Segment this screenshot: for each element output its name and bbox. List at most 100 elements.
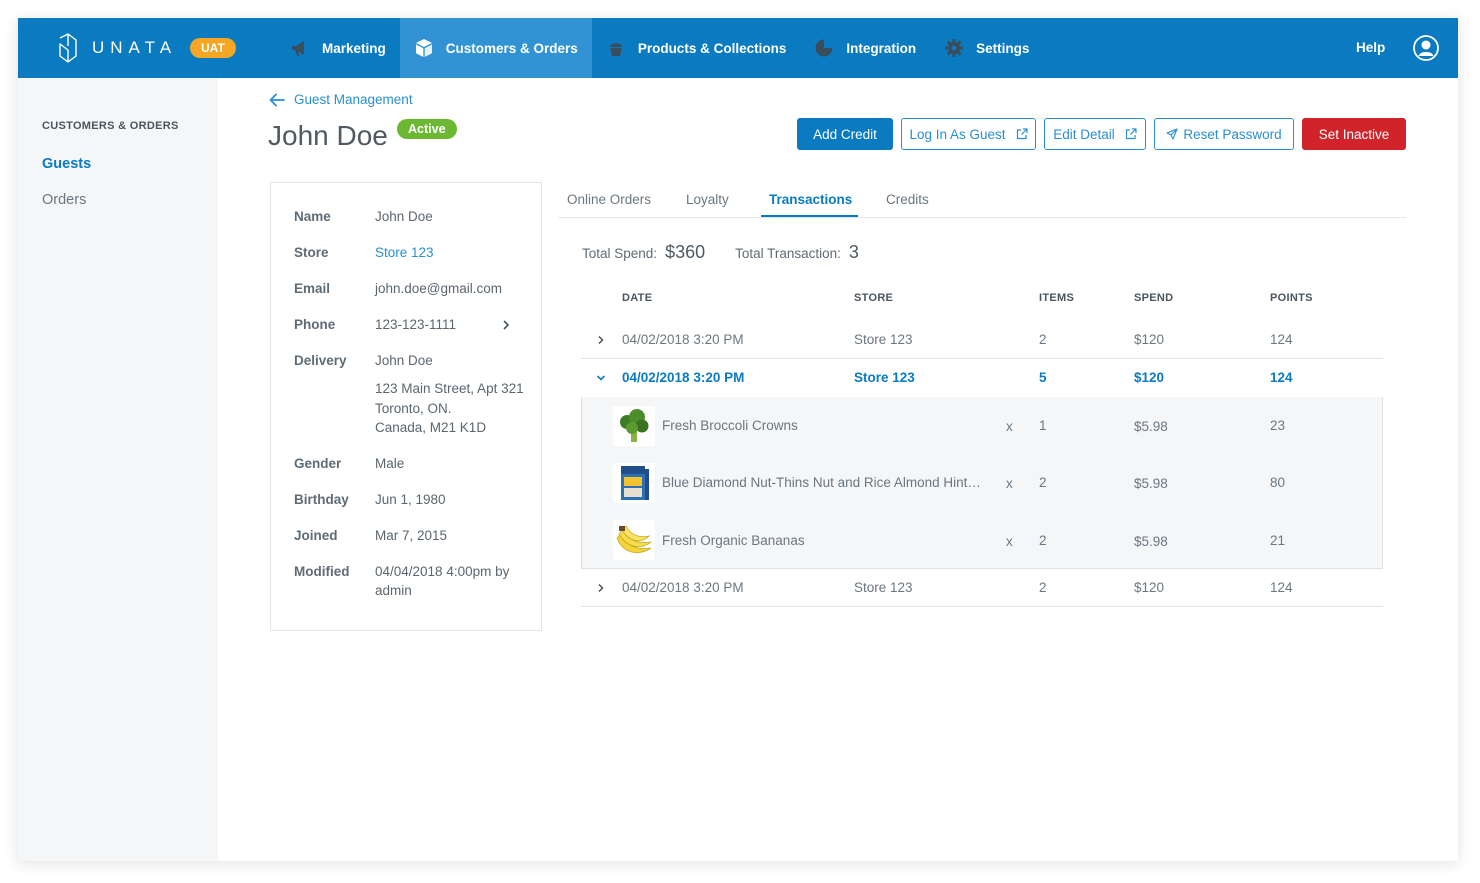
row-spend: $120 — [1134, 580, 1165, 595]
total-spend-value: $360 — [665, 242, 706, 262]
row-divider — [581, 358, 1383, 359]
nav-label: Products & Collections — [637, 40, 787, 56]
nav-item-customers-orders[interactable]: Customers & Orders — [399, 18, 592, 78]
detail-tabs: Online Orders Loyalty Transactions Credi… — [558, 184, 1406, 218]
bananas-image — [613, 520, 655, 560]
nav-label: Customers & Orders — [445, 40, 578, 56]
cracker-box-image — [613, 463, 655, 503]
name-label: Name — [294, 209, 331, 224]
gender-value: Male — [375, 456, 405, 471]
chevron-right-icon[interactable] — [596, 335, 606, 345]
guest-details-card: Name John Doe Store Store 123 Email john… — [270, 182, 542, 631]
nav-item-products-collections[interactable]: Products & Collections — [592, 18, 801, 78]
delivery-address-line: 123 Main Street, Apt 321 — [375, 381, 524, 396]
line-item-multiplier: x — [1006, 534, 1013, 549]
page-title: John Doe — [268, 120, 388, 151]
set-inactive-button[interactable]: Set Inactive — [1302, 118, 1406, 150]
line-item-qty: 1 — [1039, 418, 1047, 433]
row-divider — [581, 606, 1383, 607]
tab-transactions[interactable]: Transactions — [769, 192, 853, 207]
name-value: John Doe — [375, 209, 433, 224]
store-label: Store — [294, 245, 329, 260]
gear-icon — [945, 39, 964, 57]
column-header-items: ITEMS — [1039, 292, 1075, 304]
phone-label: Phone — [294, 317, 336, 332]
back-to-guest-management-link[interactable]: Guest Management — [269, 92, 413, 107]
external-link-icon — [1125, 128, 1137, 140]
nav-label: Integration — [846, 40, 917, 56]
row-store: Store 123 — [854, 332, 913, 347]
delivery-address-line: Canada, M21 K1D — [375, 420, 487, 435]
column-header-spend: SPEND — [1134, 292, 1174, 304]
birthday-label: Birthday — [294, 492, 349, 507]
row-points: 124 — [1270, 332, 1293, 347]
sidebar-item-orders[interactable]: Orders — [42, 192, 87, 208]
store-link[interactable]: Store 123 — [375, 245, 434, 260]
main-nav: Marketing Customers & Orders Products & … — [276, 18, 1043, 78]
transaction-totals: Total Spend: $360 Total Transaction: 3 — [582, 242, 859, 263]
environment-badge: UAT — [190, 38, 236, 58]
paper-plane-icon — [1166, 128, 1178, 140]
brand-logo[interactable]: UNATA — [56, 32, 177, 64]
active-tab-indicator — [761, 215, 858, 217]
email-label: Email — [294, 281, 331, 296]
row-spend: $120 — [1134, 332, 1165, 347]
line-item-points: 23 — [1270, 418, 1286, 433]
row-points: 124 — [1270, 370, 1293, 385]
row-items: 2 — [1039, 580, 1047, 595]
top-nav-bar: UNATA UAT Marketing Customers & Orders — [18, 18, 1458, 78]
joined-label: Joined — [294, 528, 338, 543]
broccoli-image — [613, 406, 655, 446]
arrow-left-icon — [269, 93, 285, 106]
row-store: Store 123 — [854, 370, 915, 385]
nav-item-settings[interactable]: Settings — [930, 18, 1043, 78]
sidebar-item-guests[interactable]: Guests — [42, 156, 92, 172]
total-spend-label: Total Spend: — [582, 246, 658, 261]
log-in-as-guest-button[interactable]: Log In As Guest — [901, 118, 1036, 150]
line-item-name: Fresh Broccoli Crowns — [662, 418, 798, 433]
delivery-name: John Doe — [375, 353, 433, 368]
row-date: 04/02/2018 3:20 PM — [622, 332, 744, 347]
nav-label: Marketing — [322, 40, 386, 56]
button-label: Add Credit — [813, 126, 877, 142]
chevron-down-icon[interactable] — [596, 373, 606, 383]
line-item-qty: 2 — [1039, 475, 1047, 490]
tab-credits[interactable]: Credits — [886, 192, 929, 207]
line-item-price: $5.98 — [1134, 419, 1168, 434]
nav-item-marketing[interactable]: Marketing — [276, 18, 400, 78]
column-header-points: POINTS — [1270, 292, 1313, 304]
status-badge: Active — [397, 119, 457, 139]
row-date: 04/02/2018 3:20 PM — [622, 370, 745, 385]
chevron-right-icon[interactable] — [501, 319, 511, 331]
brand-name: UNATA — [92, 38, 178, 57]
help-link[interactable]: Help — [1356, 40, 1386, 55]
add-credit-button[interactable]: Add Credit — [797, 118, 893, 150]
line-item-price: $5.98 — [1134, 534, 1168, 549]
line-item-name: Fresh Organic Bananas — [662, 533, 805, 548]
button-label: Edit Detail — [1053, 126, 1115, 142]
button-label: Reset Password — [1183, 126, 1282, 142]
app-window: UNATA UAT Marketing Customers & Orders — [18, 18, 1458, 861]
button-label: Set Inactive — [1318, 126, 1390, 142]
row-spend: $120 — [1134, 370, 1165, 385]
edit-detail-button[interactable]: Edit Detail — [1044, 118, 1146, 150]
line-item-name: Blue Diamond Nut-Thins Nut and Rice Almo… — [662, 475, 981, 490]
chevron-right-icon[interactable] — [596, 583, 606, 593]
line-item-price: $5.98 — [1134, 476, 1168, 491]
modified-value: 04/04/2018 4:00pm by — [375, 564, 510, 579]
phone-value: 123-123-1111 — [375, 317, 457, 332]
tab-online-orders[interactable]: Online Orders — [567, 192, 652, 207]
line-item-points: 80 — [1270, 475, 1286, 490]
nav-item-integration[interactable]: Integration — [800, 18, 930, 78]
tab-loyalty[interactable]: Loyalty — [686, 192, 729, 207]
reset-password-button[interactable]: Reset Password — [1154, 118, 1294, 150]
column-header-store: STORE — [854, 292, 894, 304]
external-link-icon — [1016, 128, 1028, 140]
line-item-points: 21 — [1270, 533, 1286, 548]
email-value: john.doe@gmail.com — [375, 281, 503, 296]
joined-value: Mar 7, 2015 — [375, 528, 448, 543]
button-label: Log In As Guest — [909, 126, 1006, 142]
user-circle-icon[interactable] — [1413, 35, 1439, 61]
megaphone-icon — [292, 41, 304, 56]
nav-label: Settings — [976, 40, 1030, 56]
